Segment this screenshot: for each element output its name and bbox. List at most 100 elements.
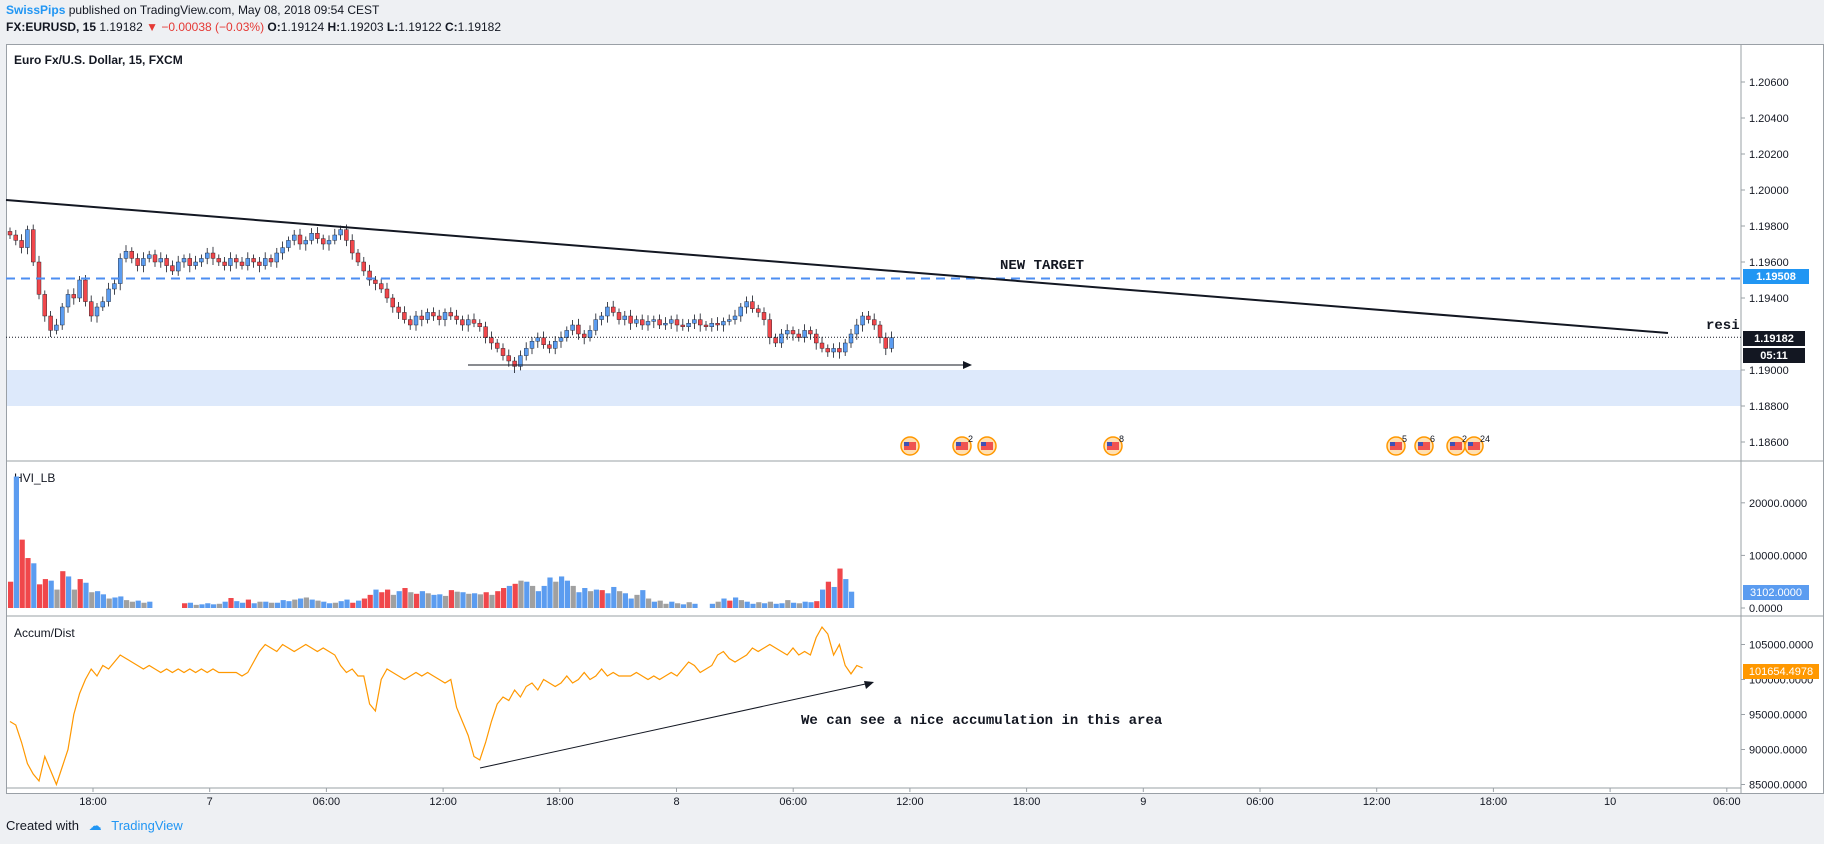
time-tick-label: 06:00 bbox=[779, 796, 807, 808]
candle-body bbox=[756, 308, 761, 313]
volume-bar bbox=[553, 581, 559, 608]
candle-body bbox=[495, 342, 500, 349]
volume-bar bbox=[576, 592, 582, 608]
volume-bar bbox=[292, 599, 298, 608]
candle-body bbox=[628, 315, 633, 324]
candle-body bbox=[7, 231, 13, 236]
candle-body bbox=[239, 261, 245, 266]
volume-bar bbox=[356, 600, 362, 608]
volume-bar bbox=[13, 476, 19, 608]
volume-bar bbox=[303, 597, 309, 608]
candle-body bbox=[60, 306, 65, 326]
volume-bar bbox=[657, 600, 663, 608]
candle-body bbox=[576, 324, 581, 335]
volume-bar bbox=[187, 602, 193, 608]
candle-body bbox=[94, 306, 100, 317]
volume-bar bbox=[727, 600, 733, 608]
event-count: 24 bbox=[1480, 434, 1490, 444]
volume-bar bbox=[837, 568, 843, 608]
volume-bar bbox=[547, 577, 553, 608]
candle-body bbox=[744, 301, 749, 308]
time-tick-label: 10 bbox=[1604, 796, 1616, 808]
candle-body bbox=[367, 270, 372, 281]
candle-body bbox=[779, 333, 784, 344]
volume-tick-label: 10000.0000 bbox=[1749, 550, 1807, 562]
candle-body bbox=[616, 312, 622, 320]
volume-bar bbox=[489, 594, 495, 608]
last-price-label: 1.19182 bbox=[1754, 333, 1794, 345]
candle-body bbox=[408, 319, 413, 326]
time-tick-label: 18:00 bbox=[79, 796, 107, 808]
candle-body bbox=[419, 315, 424, 320]
volume-bar bbox=[182, 603, 188, 608]
volume-bar bbox=[825, 581, 831, 608]
candle-body bbox=[309, 232, 314, 241]
volume-bar bbox=[211, 604, 217, 608]
volume-bar bbox=[60, 571, 66, 608]
volume-bar bbox=[118, 596, 124, 608]
author-name[interactable]: SwissPips bbox=[6, 3, 66, 17]
price-tick-label: 1.19000 bbox=[1749, 365, 1789, 377]
volume-bar bbox=[321, 601, 327, 608]
volume-bar bbox=[466, 593, 472, 608]
candle-body bbox=[698, 319, 703, 326]
volume-bar bbox=[593, 589, 599, 608]
volume-bar bbox=[124, 600, 130, 608]
tradingview-logo-icon[interactable]: ☁ bbox=[88, 818, 102, 833]
candle-body bbox=[843, 342, 848, 353]
candle-body bbox=[286, 240, 291, 248]
volume-bar bbox=[216, 603, 222, 608]
accumulation-arrow[interactable] bbox=[479, 682, 871, 769]
volume-bar bbox=[808, 602, 814, 608]
volume-bar bbox=[269, 602, 275, 608]
candle-body bbox=[489, 337, 494, 344]
event-count: 8 bbox=[1119, 434, 1124, 444]
tradingview-brand[interactable]: TradingView bbox=[111, 818, 183, 833]
candle-body bbox=[193, 261, 198, 266]
volume-bar bbox=[599, 590, 605, 608]
time-tick-label: 8 bbox=[673, 796, 679, 808]
symbol-label: FX:EURUSD, 15 bbox=[6, 20, 97, 34]
volume-bar bbox=[675, 603, 681, 608]
candle-body bbox=[593, 319, 598, 331]
price-change: ▼ −0.00038 (−0.03%) bbox=[146, 20, 265, 34]
created-with: Created with bbox=[6, 818, 79, 833]
candle-body bbox=[611, 306, 616, 313]
volume-bar bbox=[112, 597, 118, 608]
candle-body bbox=[587, 330, 593, 338]
candle-body bbox=[431, 312, 436, 317]
high-value: 1.19203 bbox=[340, 20, 384, 34]
volume-bar bbox=[814, 601, 820, 608]
candle-body bbox=[477, 323, 482, 328]
time-tick-label: 12:00 bbox=[429, 796, 457, 808]
candle-body bbox=[187, 258, 193, 266]
candle-body bbox=[106, 288, 111, 302]
volume-bar bbox=[222, 601, 228, 608]
candle-body bbox=[680, 324, 685, 327]
volume-tick-label: 0.0000 bbox=[1749, 603, 1783, 615]
volume-bar bbox=[535, 591, 541, 608]
candle-body bbox=[663, 323, 668, 326]
candle-body bbox=[854, 324, 859, 335]
volume-bar bbox=[796, 603, 802, 608]
resistance-trendline[interactable] bbox=[5, 199, 1669, 334]
volume-bar bbox=[234, 601, 240, 608]
volume-bar bbox=[373, 589, 379, 608]
volume-bar bbox=[66, 576, 72, 608]
event-count: 2 bbox=[968, 434, 973, 444]
candle-body bbox=[65, 294, 71, 308]
candle-body bbox=[13, 234, 19, 241]
volume-bar bbox=[721, 598, 727, 608]
candle-body bbox=[651, 319, 656, 322]
volume-bar bbox=[634, 594, 640, 608]
volume-bar bbox=[506, 585, 512, 608]
candle-body bbox=[570, 324, 575, 331]
candle-body bbox=[732, 315, 738, 320]
volume-bar bbox=[640, 590, 646, 608]
candle-body bbox=[437, 315, 442, 320]
candle-body bbox=[117, 258, 123, 284]
candle-body bbox=[88, 301, 94, 317]
candle-body bbox=[100, 301, 106, 308]
candle-body bbox=[338, 229, 343, 236]
